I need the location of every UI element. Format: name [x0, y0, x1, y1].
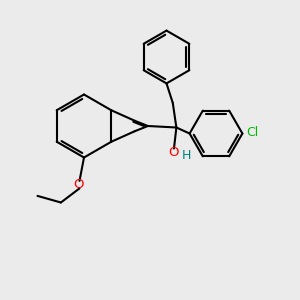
Text: O: O [169, 146, 179, 159]
Text: Cl: Cl [246, 126, 258, 140]
Text: O: O [74, 178, 84, 191]
Text: H: H [182, 148, 191, 162]
